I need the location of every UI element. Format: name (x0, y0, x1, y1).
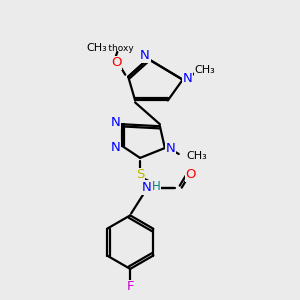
Text: O: O (185, 168, 196, 181)
Text: CH₃: CH₃ (194, 65, 215, 75)
Text: O: O (111, 56, 122, 69)
Text: N: N (183, 72, 193, 85)
Text: N: N (142, 181, 152, 194)
Text: CH₃: CH₃ (187, 151, 207, 161)
Text: S: S (136, 168, 144, 181)
Text: N: N (140, 50, 150, 62)
Text: CH₃: CH₃ (87, 43, 107, 53)
Text: methoxy: methoxy (94, 44, 134, 53)
Text: N: N (110, 140, 120, 154)
Text: N: N (166, 142, 176, 154)
Text: H: H (152, 180, 160, 193)
Text: F: F (126, 280, 134, 293)
Text: N: N (110, 116, 120, 129)
